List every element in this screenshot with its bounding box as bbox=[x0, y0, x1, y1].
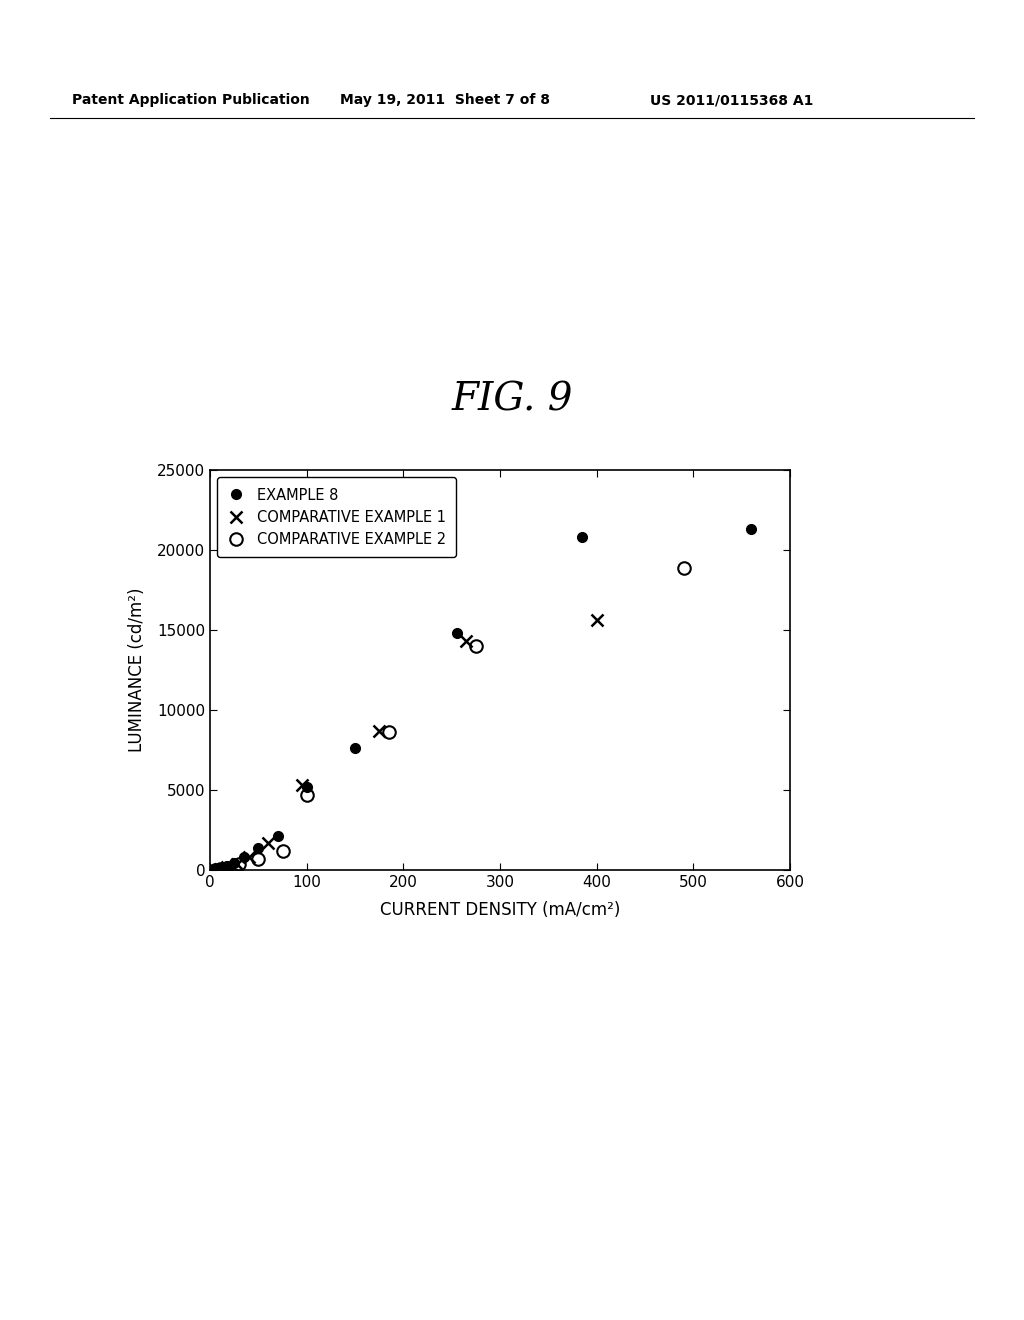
COMPARATIVE EXAMPLE 1 bbox=[243, 849, 255, 865]
EXAMPLE 8 bbox=[745, 521, 758, 537]
EXAMPLE 8 bbox=[212, 861, 224, 876]
COMPARATIVE EXAMPLE 1 bbox=[460, 634, 472, 649]
COMPARATIVE EXAMPLE 1 bbox=[214, 861, 226, 876]
EXAMPLE 8 bbox=[228, 855, 241, 871]
COMPARATIVE EXAMPLE 1 bbox=[209, 862, 221, 878]
COMPARATIVE EXAMPLE 1 bbox=[296, 777, 308, 793]
Text: FIG. 9: FIG. 9 bbox=[452, 381, 572, 418]
Y-axis label: LUMINANCE (cd/m²): LUMINANCE (cd/m²) bbox=[128, 587, 145, 752]
EXAMPLE 8 bbox=[577, 529, 589, 545]
Line: COMPARATIVE EXAMPLE 2: COMPARATIVE EXAMPLE 2 bbox=[209, 561, 690, 876]
COMPARATIVE EXAMPLE 2 bbox=[383, 725, 395, 741]
EXAMPLE 8 bbox=[252, 840, 264, 855]
Line: COMPARATIVE EXAMPLE 1: COMPARATIVE EXAMPLE 1 bbox=[209, 614, 603, 876]
COMPARATIVE EXAMPLE 2 bbox=[470, 638, 482, 653]
Text: US 2011/0115368 A1: US 2011/0115368 A1 bbox=[650, 92, 813, 107]
COMPARATIVE EXAMPLE 2 bbox=[276, 843, 289, 859]
COMPARATIVE EXAMPLE 1 bbox=[262, 834, 274, 850]
COMPARATIVE EXAMPLE 2 bbox=[232, 857, 245, 873]
EXAMPLE 8 bbox=[271, 829, 284, 845]
Legend: EXAMPLE 8, COMPARATIVE EXAMPLE 1, COMPARATIVE EXAMPLE 2: EXAMPLE 8, COMPARATIVE EXAMPLE 1, COMPAR… bbox=[217, 478, 456, 557]
COMPARATIVE EXAMPLE 1 bbox=[231, 855, 244, 871]
COMPARATIVE EXAMPLE 2 bbox=[300, 787, 312, 803]
EXAMPLE 8 bbox=[238, 849, 250, 865]
COMPARATIVE EXAMPLE 1 bbox=[221, 859, 233, 875]
EXAMPLE 8 bbox=[349, 741, 361, 756]
Text: May 19, 2011  Sheet 7 of 8: May 19, 2011 Sheet 7 of 8 bbox=[340, 92, 550, 107]
EXAMPLE 8 bbox=[221, 858, 233, 874]
COMPARATIVE EXAMPLE 1 bbox=[591, 612, 603, 628]
Text: Patent Application Publication: Patent Application Publication bbox=[72, 92, 309, 107]
COMPARATIVE EXAMPLE 2 bbox=[252, 851, 264, 867]
EXAMPLE 8 bbox=[209, 862, 221, 878]
COMPARATIVE EXAMPLE 2 bbox=[678, 560, 690, 576]
Line: EXAMPLE 8: EXAMPLE 8 bbox=[207, 524, 756, 875]
EXAMPLE 8 bbox=[300, 779, 312, 795]
EXAMPLE 8 bbox=[215, 861, 227, 876]
COMPARATIVE EXAMPLE 2 bbox=[214, 861, 226, 876]
EXAMPLE 8 bbox=[451, 626, 463, 642]
EXAMPLE 8 bbox=[206, 862, 218, 878]
COMPARATIVE EXAMPLE 2 bbox=[209, 862, 221, 878]
COMPARATIVE EXAMPLE 2 bbox=[221, 859, 233, 875]
COMPARATIVE EXAMPLE 1 bbox=[373, 723, 385, 739]
X-axis label: CURRENT DENSITY (mA/cm²): CURRENT DENSITY (mA/cm²) bbox=[380, 902, 621, 919]
